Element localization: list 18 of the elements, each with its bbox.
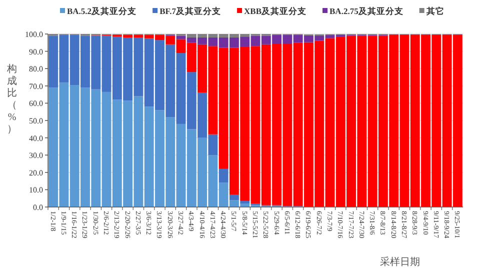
legend-label: XBB及其亚分支 <box>244 6 307 16</box>
y-tick-label: 60.0 <box>29 99 43 108</box>
y-axis-title: 构成比（%） <box>6 63 17 135</box>
y-tick-label: 40.0 <box>29 134 43 143</box>
y-tick-label: 50.0 <box>29 116 43 126</box>
y-tick-label: 100.0 <box>25 30 43 39</box>
legend-label: BF.7及其亚分支 <box>160 6 222 16</box>
y-tick-label: 80.0 <box>29 64 43 74</box>
y-tick-label: 20.0 <box>29 168 43 178</box>
y-tick-label: 90.0 <box>29 47 43 56</box>
y-tick-label: 10.0 <box>29 186 43 195</box>
legend-label: BA.2.75及其亚分支 <box>330 6 404 16</box>
x-axis-title: 采样日期 <box>380 256 420 268</box>
y-tick-label: 70.0 <box>29 82 43 91</box>
y-tick-label: 0.0 <box>33 203 43 212</box>
legend-label: BA.5.2及其亚分支 <box>67 6 137 16</box>
y-tick-label: 30.0 <box>29 151 43 160</box>
legend-label: 其它 <box>425 6 444 16</box>
